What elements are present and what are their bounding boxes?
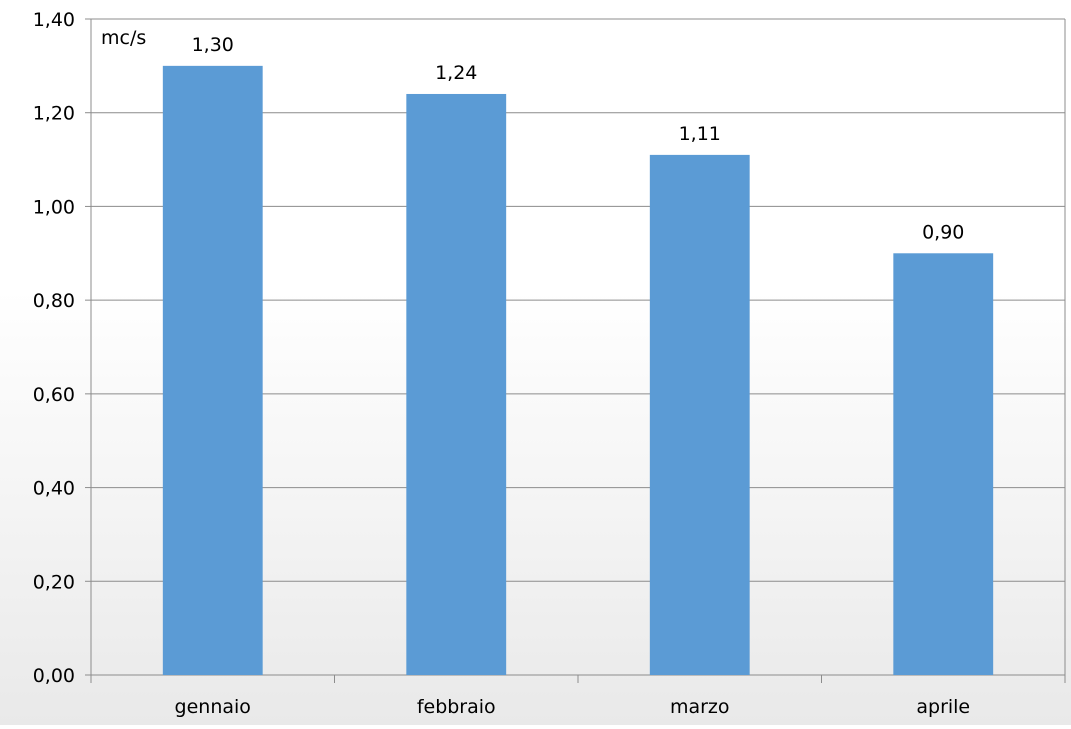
bar-aprile: [893, 253, 994, 676]
unit-label: mc/s: [101, 27, 146, 49]
y-tick-label: 0,00: [33, 665, 75, 687]
bars: [162, 65, 994, 676]
x-tick-label: febbraio: [417, 696, 496, 718]
data-label: 1,11: [679, 123, 721, 145]
y-tick-label: 1,40: [33, 9, 75, 31]
x-tick-label: aprile: [916, 696, 970, 718]
y-tick-label: 0,60: [33, 384, 75, 406]
data-label: 1,30: [192, 34, 234, 56]
y-tick-label: 0,20: [33, 571, 75, 593]
y-tick-label: 1,20: [33, 103, 75, 125]
bar-marzo: [649, 154, 750, 675]
bar-gennaio: [162, 65, 263, 676]
x-tick-label: marzo: [670, 696, 730, 718]
bar-febbraio: [406, 93, 507, 675]
x-tick-label: gennaio: [175, 696, 251, 718]
y-tick-label: 0,40: [33, 478, 75, 500]
data-label: 1,24: [435, 62, 477, 84]
y-tick-label: 1,00: [33, 196, 75, 218]
labels: 0,00 0,20 0,40 0,60 0,80 1,00 1,20 1,40 1,30 genn…: [33, 9, 970, 718]
y-tick-label: 0,80: [33, 290, 75, 312]
data-label: 0,90: [922, 221, 964, 243]
